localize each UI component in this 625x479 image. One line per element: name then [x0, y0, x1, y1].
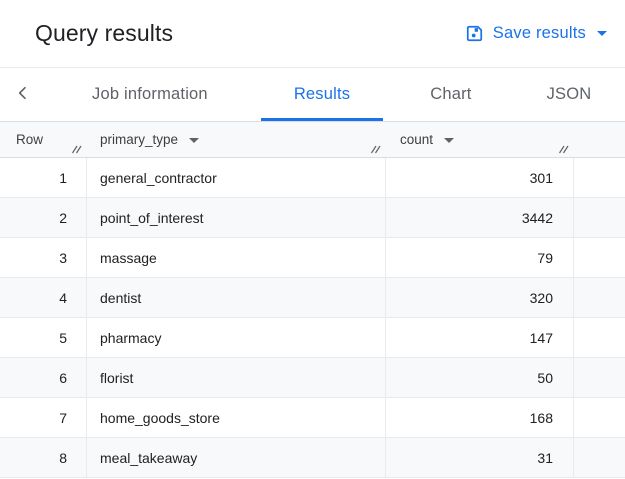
- primary-type-cell: florist: [87, 358, 386, 397]
- tab-label: JSON: [546, 85, 592, 103]
- tab-chart[interactable]: Chart: [397, 68, 504, 121]
- row-number-cell: 1: [0, 158, 87, 197]
- table-body: 1 general_contractor 301 2 point_of_inte…: [0, 158, 625, 478]
- column-label: Row: [16, 132, 44, 147]
- table-row: 1 general_contractor 301: [0, 158, 625, 198]
- tab-label: Results: [293, 85, 351, 103]
- table-row: 3 massage 79: [0, 238, 625, 278]
- count-cell: 50: [386, 358, 574, 397]
- tab-label: Chart: [430, 85, 472, 103]
- results-tab-bar: Job information Results Chart JSON: [0, 68, 625, 122]
- save-icon: [465, 24, 484, 43]
- save-results-button[interactable]: Save results: [465, 24, 607, 43]
- count-cell: 79: [386, 238, 574, 277]
- count-cell: 3442: [386, 198, 574, 237]
- filler-cell: [574, 238, 625, 277]
- chevron-left-icon: [15, 85, 31, 104]
- column-header-filler: [574, 122, 625, 157]
- page-title: Query results: [35, 20, 174, 46]
- count-cell: 301: [386, 158, 574, 197]
- save-results-label: Save results: [492, 24, 586, 42]
- table-row: 8 meal_takeaway 31: [0, 438, 625, 478]
- filler-cell: [574, 318, 625, 357]
- query-results-header: Query results Save results: [0, 0, 625, 68]
- sort-caret-icon: [189, 138, 200, 143]
- filler-cell: [574, 398, 625, 437]
- column-resize-handle-icon[interactable]: [71, 143, 82, 154]
- tab-label: Job information: [92, 85, 208, 103]
- chevron-down-icon: [597, 31, 607, 36]
- column-label: count: [400, 132, 434, 147]
- tab-job-information[interactable]: Job information: [59, 68, 241, 121]
- table-row: 2 point_of_interest 3442: [0, 198, 625, 238]
- column-header-row[interactable]: Row: [0, 122, 87, 157]
- row-number-cell: 6: [0, 358, 87, 397]
- count-cell: 168: [386, 398, 574, 437]
- row-number-cell: 4: [0, 278, 87, 317]
- primary-type-cell: meal_takeaway: [87, 438, 386, 477]
- table-row: 6 florist 50: [0, 358, 625, 398]
- tab-results[interactable]: Results: [260, 68, 384, 121]
- table-row: 4 dentist 320: [0, 278, 625, 318]
- primary-type-cell: dentist: [87, 278, 386, 317]
- back-chevron-button[interactable]: [15, 68, 31, 121]
- primary-type-cell: general_contractor: [87, 158, 386, 197]
- row-number-cell: 5: [0, 318, 87, 357]
- sort-caret-icon: [444, 138, 455, 143]
- count-cell: 147: [386, 318, 574, 357]
- primary-type-cell: home_goods_store: [87, 398, 386, 437]
- column-resize-handle-icon[interactable]: [558, 143, 569, 154]
- filler-cell: [574, 438, 625, 477]
- filler-cell: [574, 198, 625, 237]
- filler-cell: [574, 358, 625, 397]
- results-table: Row primary_type count: [0, 122, 625, 478]
- column-resize-handle-icon[interactable]: [370, 143, 381, 154]
- table-row: 7 home_goods_store 168: [0, 398, 625, 438]
- column-header-count[interactable]: count: [386, 122, 574, 157]
- table-header-row: Row primary_type count: [0, 122, 625, 158]
- row-number-cell: 2: [0, 198, 87, 237]
- count-cell: 320: [386, 278, 574, 317]
- row-number-cell: 3: [0, 238, 87, 277]
- primary-type-cell: massage: [87, 238, 386, 277]
- count-cell: 31: [386, 438, 574, 477]
- tab-json[interactable]: JSON: [519, 68, 620, 121]
- row-number-cell: 8: [0, 438, 87, 477]
- table-row: 5 pharmacy 147: [0, 318, 625, 358]
- column-header-primary-type[interactable]: primary_type: [87, 122, 386, 157]
- primary-type-cell: pharmacy: [87, 318, 386, 357]
- primary-type-cell: point_of_interest: [87, 198, 386, 237]
- filler-cell: [574, 158, 625, 197]
- filler-cell: [574, 278, 625, 317]
- row-number-cell: 7: [0, 398, 87, 437]
- column-label: primary_type: [100, 132, 179, 147]
